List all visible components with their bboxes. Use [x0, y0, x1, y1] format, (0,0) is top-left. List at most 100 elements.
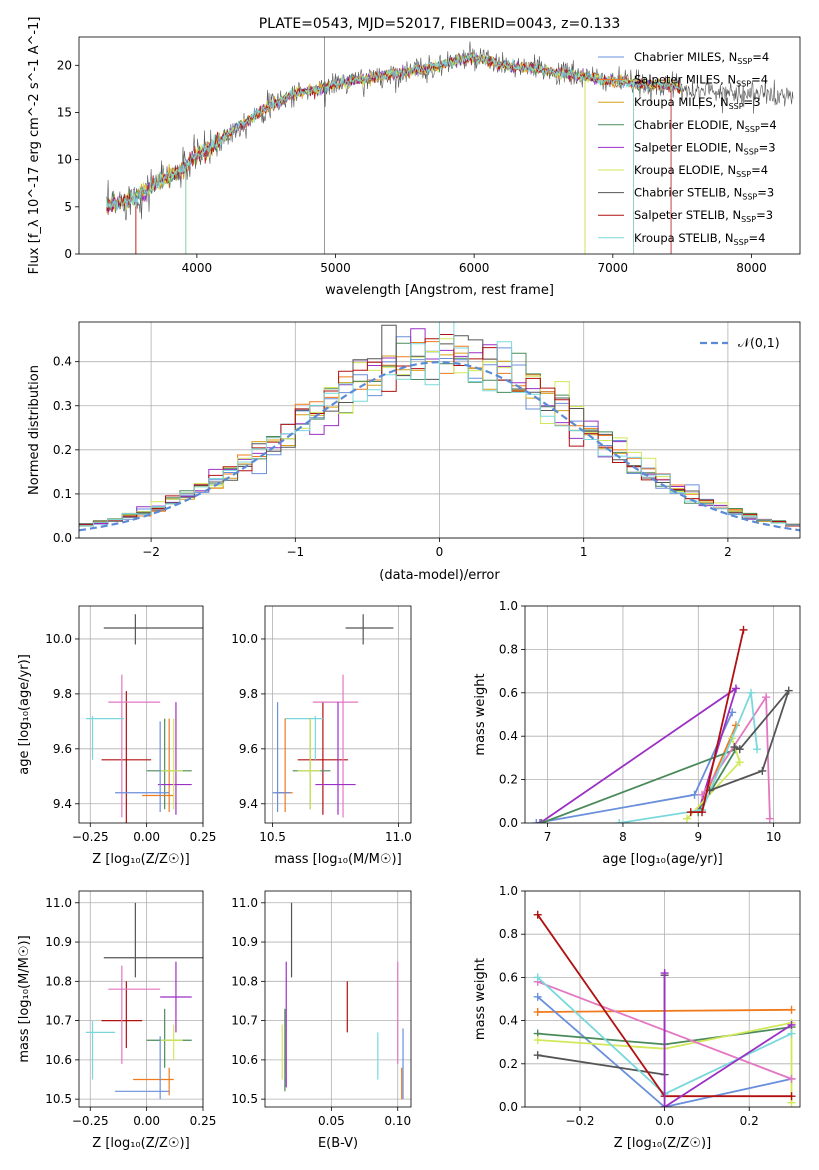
y-tick-label: 0.3 — [53, 399, 72, 413]
y-tick-label: 0.2 — [53, 443, 72, 457]
y-tick-label: 9.4 — [53, 797, 72, 811]
y-tick-label: 10.0 — [231, 632, 258, 646]
x-tick-label: −0.25 — [72, 830, 109, 844]
x-tick-label: 10.5 — [259, 830, 286, 844]
age_vs_Z-panel: −0.25 0.00 0.25 9.4 9.6 9.8 10.0 Z [log₁₀(Z/Z☉)… — [17, 605, 217, 867]
legend-equals: = — [744, 95, 754, 109]
legend-label: 𝒩(0,1) — [738, 335, 780, 350]
legend-nssp-value: 3 — [768, 140, 775, 154]
gaussian-curve — [79, 360, 800, 532]
y-tick-label: 11.0 — [45, 896, 72, 910]
x-axis-label: (data-model)/error — [379, 568, 500, 583]
y-tick-label: 9.8 — [53, 687, 72, 701]
legend-series-name: Salpeter STELIB — [634, 208, 725, 222]
legend-equals: = — [760, 118, 770, 132]
legend-series-name: Salpeter ELODIE — [634, 140, 728, 154]
x-tick-label: 0.25 — [190, 830, 217, 844]
y-tick-label: 10.7 — [45, 1014, 72, 1028]
legend-label: Salpeter MILES, NSSP=4 — [634, 73, 768, 89]
axes-frame — [78, 36, 801, 255]
y-tick-label: 0.0 — [53, 531, 72, 545]
x-tick-label: 4000 — [182, 261, 213, 275]
y-axis-label: mass [log₁₀(M/M☉)] — [17, 935, 32, 1062]
legend-nssp-prefix: , N — [718, 231, 734, 245]
x-tick-label: 0.00 — [133, 1114, 160, 1128]
x-tick-label: 7 — [544, 830, 552, 844]
errorbars — [281, 902, 404, 1100]
y-tick-label: 10.6 — [45, 1053, 72, 1067]
x-tick-label: −2 — [142, 545, 160, 559]
y-tick-label: 0.8 — [499, 927, 518, 941]
x-tick-label: −0.2 — [565, 1114, 594, 1128]
legend-nssp-value: 4 — [761, 73, 768, 87]
legend-nssp-prefix: , N — [726, 186, 742, 200]
y-tick-label: 0.2 — [499, 773, 518, 787]
legend-series-name: Chabrier STELIB — [634, 186, 726, 200]
legend-label: Chabrier STELIB, NSSP=3 — [634, 186, 774, 202]
y-tick-label: 0.0 — [499, 816, 518, 830]
histogram-step — [79, 322, 800, 528]
weight-lines — [532, 625, 793, 823]
x-tick-label: 11.0 — [385, 830, 412, 844]
legend-nssp-value: 3 — [766, 208, 773, 222]
spectrum-lines — [106, 37, 794, 254]
histograms — [79, 322, 800, 532]
legend-nssp-value: 4 — [758, 231, 765, 245]
legend-label: Kroupa MILES, NSSP=3 — [634, 95, 761, 111]
legend-nssp-value: 4 — [761, 163, 768, 177]
weight-line — [537, 975, 666, 1076]
x-tick-label: −0.25 — [72, 1114, 109, 1128]
legend-equals: = — [752, 50, 762, 64]
spectrum-line-chabrier-stelib — [106, 41, 794, 221]
legend-label: Chabrier MILES, NSSP=4 — [634, 50, 769, 66]
y-tick-label: 15 — [57, 105, 72, 119]
legend-subscript: SSP — [741, 215, 756, 224]
y-tick-label: 0.4 — [53, 355, 72, 369]
x-tick-label: 0.00 — [133, 830, 160, 844]
mass_vs_Z-panel: −0.25 0.00 0.25 10.5 10.6 10.7 10.8 10.9 11.0 Z [… — [17, 890, 217, 1151]
x-axis-label: wavelength [Angstrom, rest frame] — [325, 283, 554, 298]
legend-nssp-prefix: , N — [721, 50, 737, 64]
weight-line — [663, 973, 792, 1107]
massweight_vs_Z-panel: −0.2 0.0 0.2 0.0 0.2 0.4 0.6 0.8 1.0 Z [log₁₀(Z/Z… — [473, 884, 801, 1151]
x-tick-label: 8000 — [736, 261, 767, 275]
y-axis-label: Flux [f_λ 10^-17 erg cm^-2 s^-1 A^-1] — [27, 17, 42, 275]
y-axis-label: mass weight — [473, 673, 488, 755]
x-axis-label: Z [log₁₀(Z/Z☉)] — [92, 852, 189, 867]
y-tick-label: 9.6 — [53, 742, 72, 756]
x-tick-label: −1 — [286, 545, 304, 559]
axes-frame — [524, 605, 801, 824]
weight-line — [709, 690, 790, 792]
y-tick-label: 10.6 — [231, 1053, 258, 1067]
y-tick-label: 10 — [57, 153, 72, 167]
legend-nssp-value: 4 — [762, 50, 769, 64]
massweight_vs_age-panel: 7 8 9 10 0.0 0.2 0.4 0.6 0.8 1.0 age [log₁₀(age/yr… — [473, 599, 801, 867]
mass_vs_ebv-panel: 0.05 0.10 10.5 10.6 10.7 10.8 10.9 11.0 E(B-V) — [231, 890, 412, 1151]
errorbars — [85, 614, 203, 823]
x-tick-label: 0.2 — [740, 1114, 759, 1128]
x-axis-label: E(B-V) — [318, 1136, 358, 1151]
legend-subscript: SSP — [736, 80, 751, 89]
legend-series-name: Chabrier ELODIE — [634, 118, 729, 132]
y-tick-label: 10.9 — [231, 935, 258, 949]
legend-nssp-value: 4 — [769, 118, 776, 132]
weight-line — [537, 1021, 793, 1103]
legend-nssp-prefix: , N — [725, 208, 741, 222]
x-axis-label: Z [log₁₀(Z/Z☉)] — [92, 1136, 189, 1151]
y-tick-label: 1.0 — [499, 884, 518, 898]
legend-equals: = — [759, 140, 769, 154]
x-tick-label: 0.05 — [318, 1114, 345, 1128]
y-tick-label: 0.6 — [499, 686, 518, 700]
axes-frame — [524, 890, 801, 1108]
weight-line — [619, 692, 758, 823]
legend-nssp-prefix: , N — [728, 140, 744, 154]
legend-series-name: Salpeter MILES — [634, 73, 720, 87]
x-tick-label: 0.25 — [190, 1114, 217, 1128]
y-axis-label: age [log₁₀(age/yr)] — [17, 654, 32, 775]
y-tick-label: 0 — [64, 247, 72, 261]
x-tick-label: 5000 — [320, 261, 351, 275]
y-tick-label: 0.4 — [499, 1014, 518, 1028]
legend-nssp-prefix: , N — [720, 73, 736, 87]
x-tick-label: 0.10 — [384, 1114, 411, 1128]
chart-title: PLATE=0543, MJD=52017, FIBERID=0043, z=0… — [259, 16, 621, 32]
